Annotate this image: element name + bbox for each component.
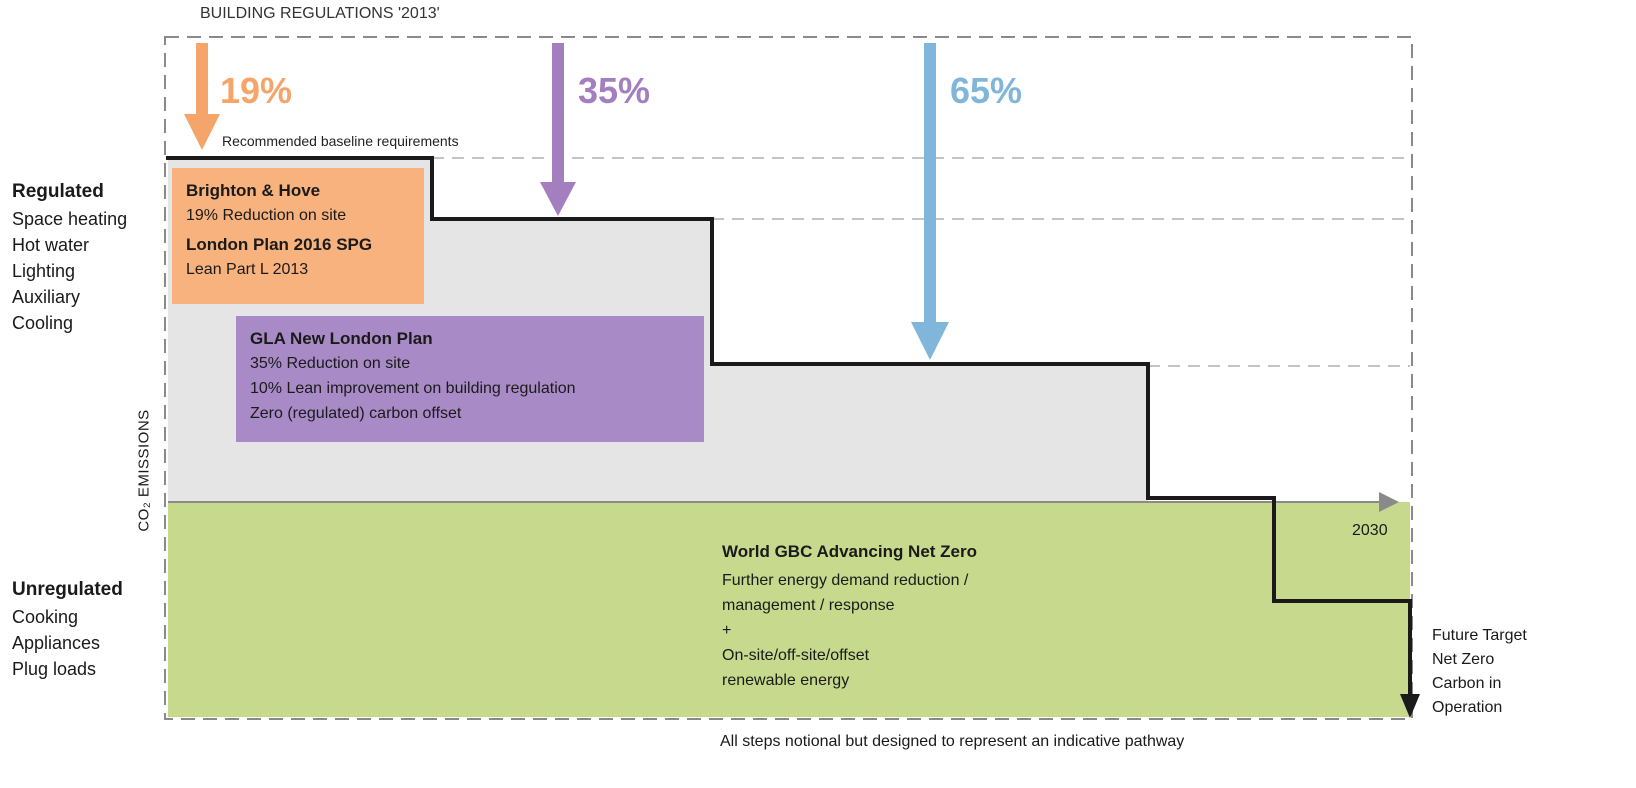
orange-policy-box: Brighton & Hove 19% Reduction on site Lo…: [172, 168, 424, 304]
arrow-65-percent: [911, 43, 949, 360]
unregulated-list: Unregulated Cooking Appliances Plug load…: [12, 576, 123, 682]
arrow-19-percent: [184, 43, 220, 150]
y-axis-label: CO₂ EMISSIONS: [135, 409, 153, 532]
unregulated-item: Cooking: [12, 607, 79, 627]
regulated-item: Lighting: [12, 261, 76, 281]
box-line: 19% Reduction on site: [186, 207, 347, 224]
unregulated-heading: Unregulated: [12, 579, 123, 600]
green-line: management / response: [722, 597, 895, 614]
green-line: +: [722, 622, 732, 639]
future-target-line: Carbon in: [1432, 675, 1502, 692]
baseline-note: Recommended baseline requirements: [222, 133, 459, 149]
future-target-line: Operation: [1432, 699, 1503, 716]
green-line: On-site/off-site/offset: [722, 647, 870, 664]
box-line: Zero (regulated) carbon offset: [250, 405, 462, 422]
diagram-title: BUILDING REGULATIONS '2013': [200, 5, 440, 22]
box-title: GLA New London Plan: [250, 329, 433, 348]
box-title: Brighton & Hove: [186, 181, 321, 200]
regulated-list: Regulated Space heating Hot water Lighti…: [12, 178, 127, 336]
green-line: Further energy demand reduction /: [722, 572, 969, 589]
regulated-item: Space heating: [12, 209, 128, 229]
future-target-line: Future Target: [1432, 627, 1527, 644]
green-title: World GBC Advancing Net Zero: [722, 542, 978, 561]
box-title: London Plan 2016 SPG: [186, 235, 373, 254]
unregulated-area: [168, 502, 1410, 717]
future-target-text: Future Target Net Zero Carbon in Operati…: [1432, 624, 1527, 720]
regulated-heading: Regulated: [12, 181, 104, 202]
step-pathway-line: [166, 156, 1412, 698]
footnote: All steps notional but designed to repre…: [720, 733, 1185, 750]
purple-policy-box: GLA New London Plan 35% Reduction on sit…: [236, 316, 704, 442]
outer-dashed-frame: [164, 36, 1413, 720]
percent-19-label: 19%: [220, 70, 293, 111]
regulated-item: Auxiliary: [12, 287, 81, 307]
box-line: 35% Reduction on site: [250, 355, 411, 372]
final-arrow-head: [1400, 694, 1420, 718]
regulated-item: Cooling: [12, 313, 74, 333]
x-axis-label: 2030: [1352, 522, 1388, 539]
regulated-item: Hot water: [12, 235, 90, 255]
box-line: 10% Lean improvement on building regulat…: [250, 380, 576, 397]
green-line: renewable energy: [722, 672, 850, 689]
percent-65-label: 65%: [950, 70, 1023, 111]
box-line: Lean Part L 2013: [186, 261, 309, 278]
unregulated-item: Appliances: [12, 633, 101, 653]
green-policy-text: World GBC Advancing Net Zero Further ene…: [722, 536, 977, 693]
percent-35-label: 35%: [578, 70, 651, 111]
future-target-line: Net Zero: [1432, 651, 1495, 668]
unregulated-item: Plug loads: [12, 659, 97, 679]
arrow-35-percent: [540, 43, 576, 216]
